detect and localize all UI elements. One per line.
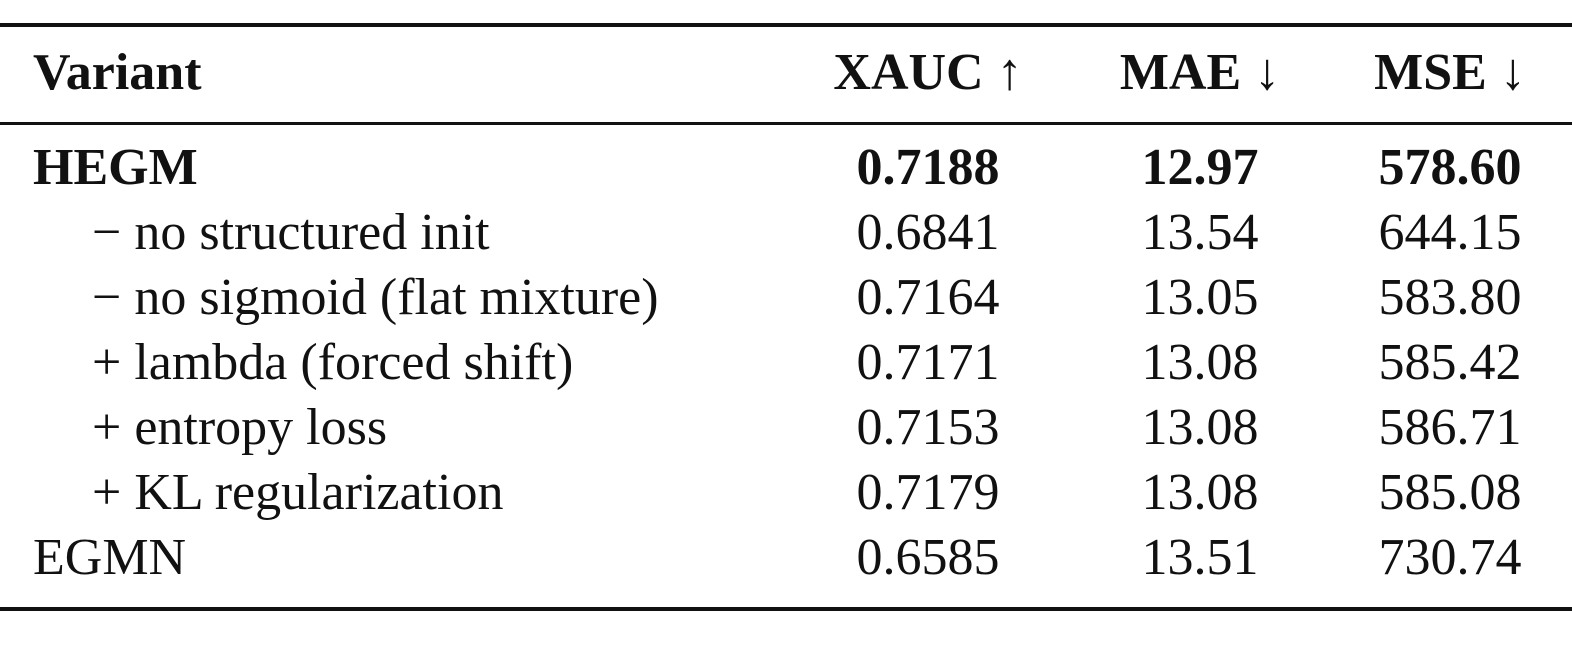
variant-cell: − no structured init xyxy=(92,204,490,261)
value-cell: 644.15 xyxy=(1378,204,1522,261)
value-cell: 0.7153 xyxy=(856,399,1000,456)
value-cell: 13.51 xyxy=(1141,529,1259,586)
top-rule xyxy=(0,23,1572,27)
value-cell: 0.7188 xyxy=(856,139,1000,196)
variant-cell: + KL regularization xyxy=(92,464,504,521)
value-cell: 0.7171 xyxy=(856,334,1000,391)
value-cell: 0.6841 xyxy=(856,204,1000,261)
bottom-rule xyxy=(0,607,1572,611)
variant-cell: − no sigmoid (flat mixture) xyxy=(92,269,659,326)
header-cell: Variant xyxy=(33,44,202,101)
header-cell: XAUC ↑ xyxy=(833,44,1023,101)
value-cell: 13.08 xyxy=(1141,464,1259,521)
value-cell: 12.97 xyxy=(1141,139,1259,196)
variant-cell: + lambda (forced shift) xyxy=(92,334,574,391)
value-cell: 585.42 xyxy=(1378,334,1522,391)
value-cell: 13.54 xyxy=(1141,204,1259,261)
value-cell: 730.74 xyxy=(1378,529,1522,586)
value-cell: 586.71 xyxy=(1378,399,1522,456)
value-cell: 0.6585 xyxy=(856,529,1000,586)
variant-cell: HEGM xyxy=(33,139,198,196)
value-cell: 0.7179 xyxy=(856,464,1000,521)
variant-cell: EGMN xyxy=(33,529,187,586)
variant-cell: + entropy loss xyxy=(92,399,388,456)
mid-rule xyxy=(0,122,1572,125)
value-cell: 578.60 xyxy=(1378,139,1522,196)
value-cell: 13.05 xyxy=(1141,269,1259,326)
header-cell: MSE ↓ xyxy=(1374,44,1526,101)
value-cell: 0.7164 xyxy=(856,269,1000,326)
header-cell: MAE ↓ xyxy=(1119,44,1281,101)
value-cell: 583.80 xyxy=(1378,269,1522,326)
value-cell: 585.08 xyxy=(1378,464,1522,521)
value-cell: 13.08 xyxy=(1141,334,1259,391)
value-cell: 13.08 xyxy=(1141,399,1259,456)
